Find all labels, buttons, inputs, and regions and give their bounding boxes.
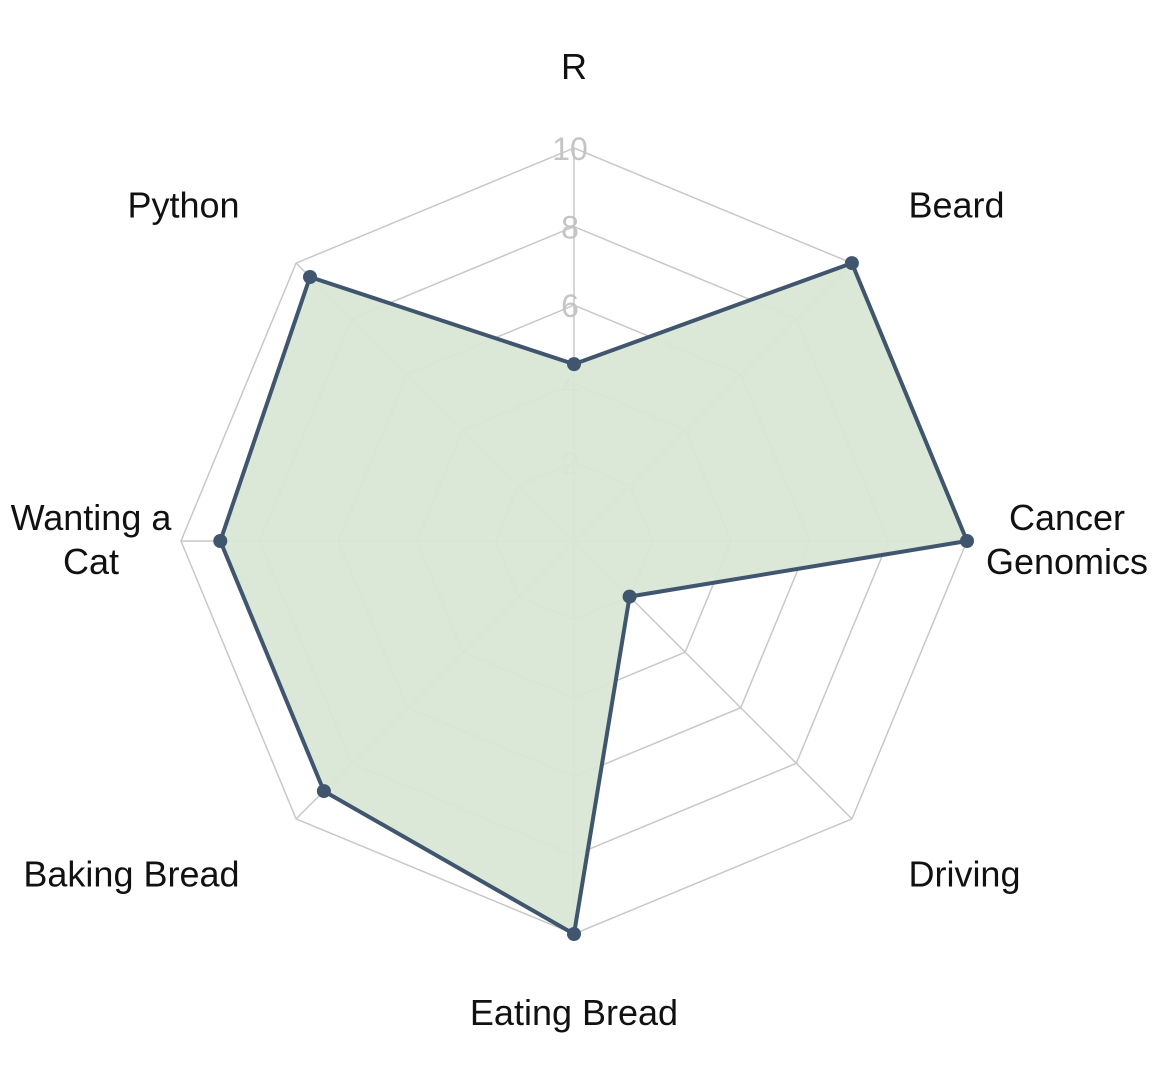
data-point xyxy=(213,534,228,548)
axis-label: Wanting a Cat xyxy=(11,497,173,582)
axis-label: Driving xyxy=(908,853,1020,894)
axis-label: R xyxy=(561,46,587,87)
axis-label: Cancer Genomics xyxy=(986,497,1148,582)
tick-label: 8 xyxy=(561,210,579,246)
data-point xyxy=(960,534,974,548)
data-point xyxy=(622,589,637,604)
data-point xyxy=(567,357,581,372)
axis-label: Python xyxy=(127,185,239,226)
axis-label: Eating Bread xyxy=(470,992,678,1033)
tick-label: 6 xyxy=(561,288,579,324)
data-point xyxy=(316,784,331,799)
tick-label: 10 xyxy=(552,131,588,167)
axis-label: Beard xyxy=(908,185,1004,226)
data-point xyxy=(303,270,317,284)
data-point xyxy=(844,256,859,271)
axis-label: Baking Bread xyxy=(23,853,239,894)
data-point xyxy=(567,927,581,941)
